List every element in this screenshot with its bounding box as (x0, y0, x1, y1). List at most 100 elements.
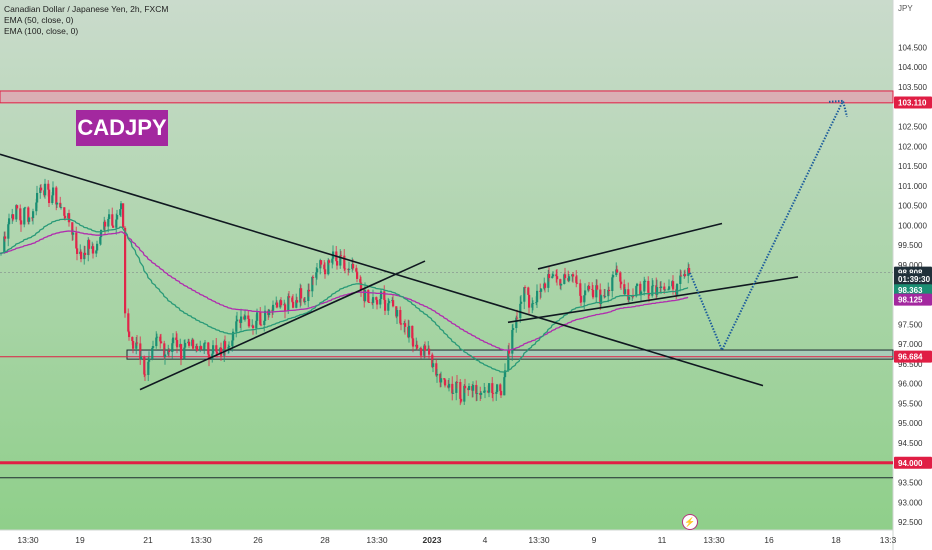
candle-up (636, 283, 639, 287)
candle-up (156, 336, 159, 338)
candle-down (63, 207, 66, 216)
candle-down (192, 339, 195, 349)
candle-down (300, 288, 303, 299)
y-tick-label: 93.000 (898, 498, 923, 507)
candle-up (44, 183, 47, 196)
candle-up (396, 310, 399, 317)
resistance-zone[interactable] (0, 90, 894, 104)
candle-up (644, 280, 647, 282)
candle-up (607, 289, 610, 297)
candle-down (4, 236, 7, 239)
candle-up (483, 390, 486, 393)
legend-ema-100[interactable]: EMA (100, close, 0) (4, 26, 79, 36)
chart-legend: Canadian Dollar / Japanese Yen, 2h, FXCM… (4, 4, 168, 37)
candle-down (276, 302, 279, 308)
candle-up (372, 297, 375, 303)
candle-up (440, 378, 443, 383)
candle-down (124, 227, 127, 314)
candle-up (600, 295, 603, 304)
candle-up (455, 381, 458, 393)
ema-50-line[interactable] (0, 218, 689, 373)
candle-down (280, 300, 283, 306)
candle-down (588, 286, 591, 290)
candle-down (475, 384, 478, 394)
candle-up (436, 373, 439, 376)
candle-down (48, 189, 51, 204)
candle-up (380, 291, 383, 299)
lightning-icon[interactable]: ⚡ (682, 514, 698, 530)
candle-down (688, 267, 691, 273)
candle-up (651, 285, 654, 296)
candle-up (379, 298, 382, 305)
candle-up (35, 202, 38, 212)
x-tick-label: 18 (831, 535, 841, 545)
candle-down (431, 354, 434, 367)
candle-up (635, 286, 638, 297)
candle-up (115, 219, 118, 228)
candle-up (172, 337, 175, 344)
candle-down (443, 378, 446, 380)
candle-up (255, 320, 258, 329)
downtrend-line[interactable] (0, 153, 764, 387)
candle-down (392, 300, 395, 307)
candle-down (122, 203, 125, 228)
legend-ema-50[interactable]: EMA (50, close, 0) (4, 15, 74, 25)
y-tick-label: 100.500 (898, 202, 927, 211)
candle-down (608, 289, 611, 291)
legend-title: Canadian Dollar / Japanese Yen, 2h, FXCM (4, 4, 169, 14)
x-tick-label: 13:30 (528, 535, 550, 545)
candle-up (452, 392, 455, 394)
candle-up (387, 303, 390, 311)
candle-up (99, 237, 102, 244)
candle-up (116, 215, 119, 220)
y-tick-label: 102.000 (898, 142, 927, 151)
candle-up (476, 393, 479, 394)
candle-down (376, 299, 379, 305)
level-94-line[interactable] (0, 461, 893, 465)
candle-up (152, 346, 155, 348)
candle-down (40, 187, 43, 191)
candle-down (375, 297, 378, 300)
candle-down (75, 232, 78, 249)
candle-up (295, 300, 298, 308)
candle-down (323, 264, 326, 270)
candle-up (3, 236, 6, 254)
candle-up (240, 316, 243, 323)
candle-down (367, 290, 370, 303)
candle-up (331, 258, 334, 263)
y-tick-label: 101.500 (898, 162, 927, 171)
candle-down (47, 183, 50, 190)
candle-down (308, 289, 311, 292)
candle-up (72, 232, 75, 235)
candle-down (639, 283, 642, 296)
ema-100-line[interactable] (0, 230, 689, 351)
candle-up (640, 291, 643, 296)
candle-up (507, 350, 510, 371)
candle-down (143, 356, 146, 375)
y-tick-label: 92.500 (898, 518, 923, 527)
candle-down (216, 351, 219, 354)
uptrend-line[interactable] (139, 260, 426, 391)
candle-down (303, 298, 306, 302)
candle-down (368, 302, 371, 304)
channel-lower-line[interactable] (507, 276, 799, 324)
candle-up (183, 347, 186, 359)
candle-up (236, 319, 239, 322)
candle-up (519, 303, 522, 319)
candle-up (60, 207, 63, 209)
candle-down (412, 338, 415, 347)
candle-down (59, 202, 62, 208)
y-tick-label: 100.000 (898, 221, 927, 230)
candle-down (296, 300, 299, 303)
candle-down (451, 383, 454, 394)
projection-arrow-path[interactable] (689, 100, 844, 353)
y-tick-label: 95.500 (898, 399, 923, 408)
candle-down (68, 213, 71, 223)
candle-down (312, 277, 315, 278)
candle-down (336, 260, 339, 266)
channel-upper-line[interactable] (537, 222, 723, 270)
candle-up (364, 290, 367, 301)
projection-arrow-head[interactable] (828, 99, 848, 118)
